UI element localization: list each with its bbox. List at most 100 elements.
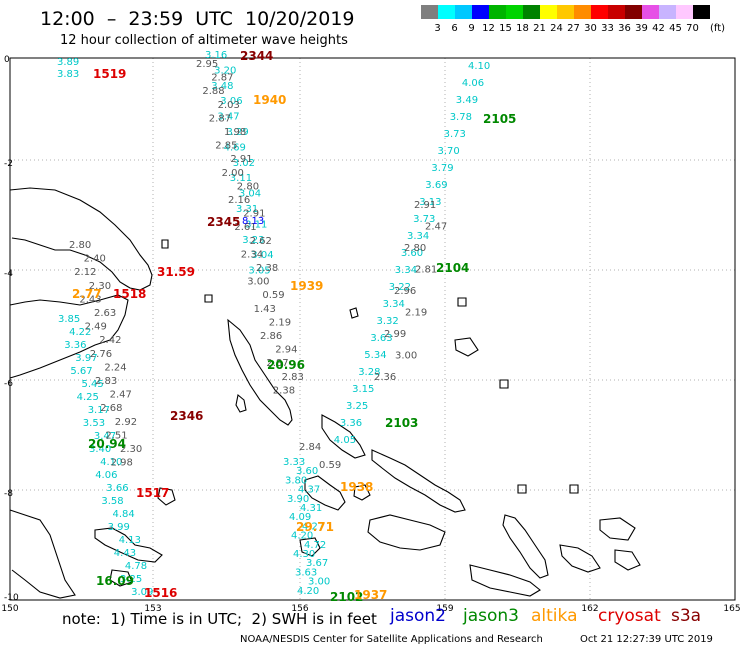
coast-bougainville [227,318,293,426]
track-value: 3.36 [340,418,362,429]
x-tick-label: 162 [581,604,598,614]
x-tick-label: 153 [144,604,161,614]
x-tick-label: 150 [1,604,18,614]
track-value: 2.91 [243,209,265,220]
track-value: 3.85 [58,314,80,325]
y-tick-label: -10 [4,593,19,603]
track-value: 3.00 [395,351,417,362]
legend-swatch-7 [540,5,557,19]
coast-nissan [349,307,359,319]
track-value: 4.10 [100,457,122,468]
track-value: 2.61 [234,222,256,233]
track-value: 2.84 [299,442,321,453]
mission-jason2: jason2 [390,606,446,626]
track-value: 3.02 [233,158,255,169]
track-value: 2.80 [69,240,91,251]
track-value: 4.78 [125,561,147,572]
track-value: 2.80 [404,243,426,254]
track-value: 0.59 [262,290,284,301]
track-value: 4.31 [300,503,322,514]
track-value: 3.63 [295,567,317,578]
track-value: 1.43 [254,304,276,315]
legend-label-2: 9 [468,23,475,34]
coast-png-mainland [9,509,76,599]
map-subtitle: 12 hour collection of altimeter wave hei… [60,33,348,48]
highlight-label: 1517 [136,486,169,500]
track-value: 4.22 [69,327,91,338]
coast-vella-lavella [353,484,371,501]
map-frame [9,57,736,601]
coast-tabar [161,239,169,249]
legend-label-10: 33 [601,23,614,34]
legend-label-9: 30 [584,23,597,34]
track-value: 4.43 [114,548,136,559]
track-value: 2.42 [99,335,121,346]
x-tick-label: 156 [291,604,308,614]
track-value: 2.81 [415,265,437,276]
x-tick-label: 165 [723,604,740,614]
coast-makira [469,564,541,597]
coast-santa-isabel [371,449,466,513]
highlight-label: 1938 [340,480,373,494]
coast-malaita [502,514,549,579]
track-value: 3.67 [306,558,328,569]
track-value: 2.85 [215,141,237,152]
legend-label-11: 36 [618,23,631,34]
coast-choiseul [321,414,366,459]
highlight-label: 2105 [483,112,516,126]
track-value: 3.29 [227,127,249,138]
track-value: 2.88 [202,86,224,97]
track-value: 2.99 [384,329,406,340]
legend-label-0: 3 [434,23,441,34]
y-axis-labels: 0 -2 -4 -6 -8 -10 [4,55,19,603]
track-value: 3.31 [236,204,258,215]
coast-trobriand [157,487,176,506]
track-value: 3.28 [358,367,380,378]
track-value: 2.16 [228,195,250,206]
track-value: 4.84 [113,509,135,520]
track-value: 2.19 [269,317,291,328]
track-value: 3.48 [211,81,233,92]
coast-ontong-java [457,297,467,307]
highlight-label: 2.77 [72,287,102,301]
track-value: 3.23 [242,235,264,246]
legend-label-6: 21 [533,23,546,34]
highlight-label: 31.59 [157,265,195,279]
coast-new-georgia [304,475,346,511]
legend-swatch-11 [608,5,625,19]
track-value: 3.47 [94,431,116,442]
track-value: 3.20 [214,65,236,76]
track-value: 3.06 [220,96,242,107]
track-value: 2.38 [256,263,278,274]
track-value: 3.89 [57,57,79,68]
track-value: 3.34 [383,299,405,310]
track-value: 3.70 [438,146,460,157]
track-value: 3.80 [285,475,307,486]
track-values: 4.10 4.06 3.49 3.78 3.73 3.70 3.79 3.69 3.13 3.73… [57,50,490,598]
track-value: 2.24 [104,362,126,373]
highlight-label: 20.96 [267,358,305,372]
track-value: 2.83 [95,376,117,387]
track-value: 4.69 [224,142,246,153]
track-value: 3.04 [251,250,273,261]
highlight-label: 1940 [253,93,286,107]
track-value: 2.30 [89,281,111,292]
legend-label-13: 42 [652,23,665,34]
highlight-label: 2102 [330,590,363,604]
generated-time: Oct 21 12:27:39 UTC 2019 [580,634,713,645]
track-value: 2.30 [120,444,142,455]
highlight-label: 2103 [385,416,418,430]
track-value: 3.40 [89,444,111,455]
highlight-label: 1518 [113,287,146,301]
track-value: 2.92 [115,417,137,428]
legend-unit: (ft) [710,23,726,34]
track-value: 4.30 [293,549,315,560]
legend-swatch-1 [438,5,455,19]
track-value: 0.59 [319,460,341,471]
track-value: 4.06 [462,78,484,89]
legend-label-8: 27 [567,23,580,34]
track-value: 2.43 [79,294,101,305]
mission-cryosat: cryosat [598,606,661,626]
track-value: 2.96 [394,286,416,297]
track-value: 2.95 [196,59,218,70]
